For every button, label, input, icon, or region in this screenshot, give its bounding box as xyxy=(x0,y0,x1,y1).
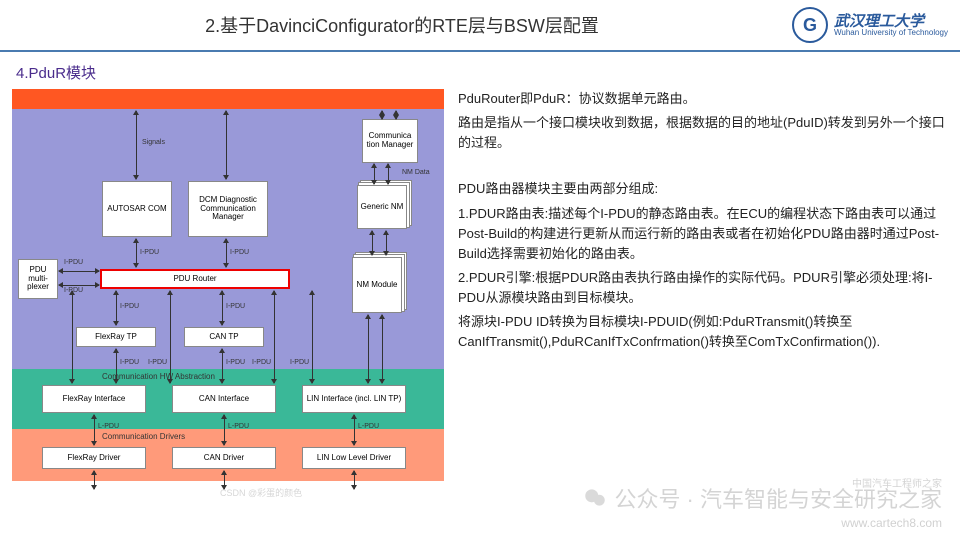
logo-icon: G xyxy=(792,7,828,43)
text-column: PduRouter即PduR：协议数据单元路由。 路由是指从一个接口模块收到数据… xyxy=(458,89,948,497)
arrow-rt-fif xyxy=(72,291,73,383)
layer-rte xyxy=(12,89,444,109)
arrow-rt-lif xyxy=(312,291,313,383)
arrow-cm2 xyxy=(396,111,397,119)
para-4: 1.PDUR路由表:描述每个I-PDU的静态路由表。在ECU的编程状态下路由表可… xyxy=(458,204,948,264)
box-nm-module: NM Module xyxy=(352,257,402,313)
box-com-mgr: Communica tion Manager xyxy=(362,119,418,163)
box-pdu-mux: PDU multi- plexer xyxy=(18,259,58,299)
para-3: PDU路由器模块主要由两部分组成: xyxy=(458,179,948,199)
lbl-nmdata: NM Data xyxy=(402,169,430,176)
arrow-nm-lif1 xyxy=(368,315,369,383)
arrow-lif-ldrv xyxy=(354,415,355,445)
lbl-ipdu4: I-PDU xyxy=(226,303,245,310)
lbl-ipdu8: I-PDU xyxy=(290,359,309,366)
box-flexray-drv: FlexRay Driver xyxy=(42,447,146,469)
watermark-sub: 中国汽车工程师之家 xyxy=(852,475,942,490)
arrow-signals xyxy=(136,111,137,179)
arrow-rt-ctp xyxy=(222,291,223,325)
arrow-ldrv-dn xyxy=(354,471,355,489)
box-can-tp: CAN TP xyxy=(184,327,264,347)
lbl-ipdu2: I-PDU xyxy=(230,249,249,256)
header: 2.基于DavinciConfigurator的RTE层与BSW层配置 G 武汉… xyxy=(0,0,960,52)
para-1: PduRouter即PduR：协议数据单元路由。 xyxy=(458,89,948,109)
lbl-ipdu5: I-PDU xyxy=(120,359,139,366)
drivers-label: Communication Drivers xyxy=(102,432,185,441)
box-lin-drv: LIN Low Level Driver xyxy=(302,447,406,469)
box-pdu-router: PDU Router xyxy=(100,269,290,289)
arrow-fdrv-dn xyxy=(94,471,95,489)
csdn-watermark: CSDN @彩蛋的颜色 xyxy=(220,486,302,499)
arrow-mux2 xyxy=(59,285,99,286)
arrow-nm2 xyxy=(388,164,389,184)
arrow-rt-ftp xyxy=(116,291,117,325)
lbl-lpdu2: L-PDU xyxy=(228,423,249,430)
logo-cn: 武汉理工大学 xyxy=(834,14,948,29)
arrow-cif-cdrv xyxy=(224,415,225,445)
content: Communication HW Abstraction Communicati… xyxy=(0,89,960,497)
page-title: 2.基于DavinciConfigurator的RTE层与BSW层配置 xyxy=(12,12,792,38)
watermark-url: www.cartech8.com xyxy=(841,516,942,530)
box-autosar-com: AUTOSAR COM xyxy=(102,181,172,237)
arrow-cm1 xyxy=(382,111,383,119)
arrow-ctp-cif xyxy=(222,349,223,383)
arrow-dcm-router xyxy=(226,239,227,267)
logo: G 武汉理工大学 Wuhan University of Technology xyxy=(792,7,948,43)
box-flexray-if: FlexRay Interface xyxy=(42,385,146,413)
arrow-nm-lif2 xyxy=(382,315,383,383)
lbl-ipdu-m1: I-PDU xyxy=(64,259,83,266)
box-can-if: CAN Interface xyxy=(172,385,276,413)
arrow-dcm-up xyxy=(226,111,227,179)
box-can-drv: CAN Driver xyxy=(172,447,276,469)
lbl-lpdu1: L-PDU xyxy=(98,423,119,430)
lbl-lpdu3: L-PDU xyxy=(358,423,379,430)
lbl-ipdu7: I-PDU xyxy=(252,359,271,366)
lbl-ipdu5b: I-PDU xyxy=(148,359,167,366)
arrow-rt-cif xyxy=(170,291,171,383)
arrow-com-router xyxy=(136,239,137,267)
logo-en: Wuhan University of Technology xyxy=(834,29,948,37)
arrow-mux1 xyxy=(59,271,99,272)
lbl-ipdu6: I-PDU xyxy=(226,359,245,366)
arrow-ftp-fif xyxy=(116,349,117,383)
arrow-nm1 xyxy=(374,164,375,184)
lbl-ipdu1: I-PDU xyxy=(140,249,159,256)
box-lin-if: LIN Interface (incl. LIN TP) xyxy=(302,385,406,413)
box-dcm: DCM Diagnostic Communication Manager xyxy=(188,181,268,237)
arrow-nm-mod2 xyxy=(386,231,387,255)
pdur-diagram: Communication HW Abstraction Communicati… xyxy=(12,89,444,497)
para-2: 路由是指从一个接口模块收到数据，根据数据的目的地址(PduID)转发到另外一个接… xyxy=(458,113,948,153)
section-subtitle: 4.PduR模块 xyxy=(0,52,960,89)
lbl-ipdu3: I-PDU xyxy=(120,303,139,310)
lbl-signals: Signals xyxy=(142,139,165,146)
para-6: 将源块I-PDU ID转换为目标模块I-PDUID(例如:PduRTransmi… xyxy=(458,312,948,352)
arrow-rt-cif2 xyxy=(274,291,275,383)
box-flexray-tp: FlexRay TP xyxy=(76,327,156,347)
para-5: 2.PDUR引擎:根据PDUR路由表执行路由操作的实际代码。PDUR引擎必须处理… xyxy=(458,268,948,308)
arrow-nm-mod1 xyxy=(372,231,373,255)
box-generic-nm: Generic NM xyxy=(357,185,407,229)
arrow-fif-fdrv xyxy=(94,415,95,445)
